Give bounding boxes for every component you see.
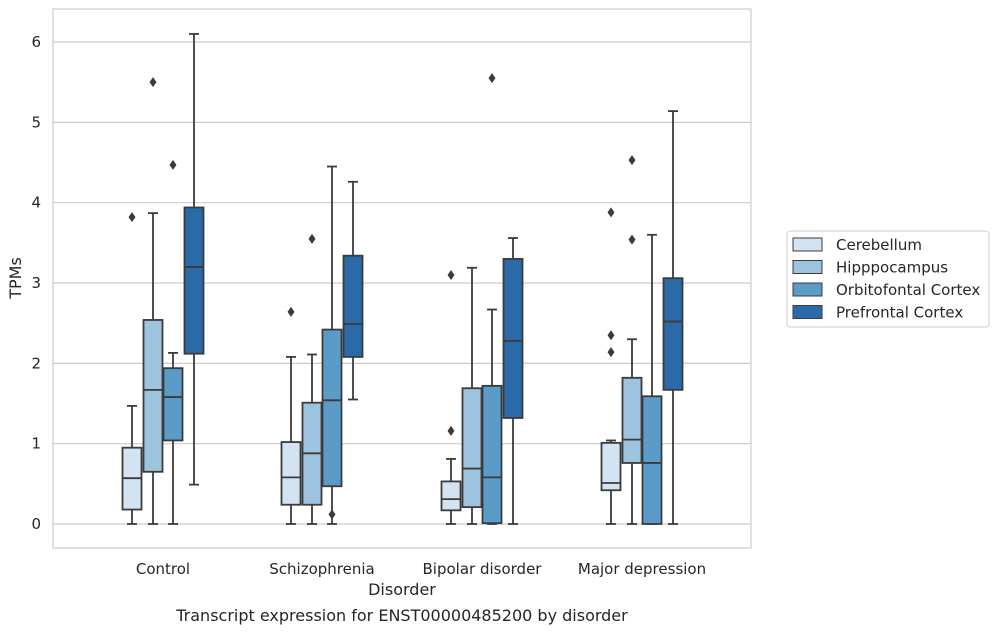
box-2-0 bbox=[162, 159, 184, 525]
x-tick-label: Bipolar disorder bbox=[423, 560, 543, 578]
box-body bbox=[600, 441, 622, 492]
outlier-point bbox=[607, 347, 615, 358]
outlier-point bbox=[308, 233, 316, 244]
outlier-point bbox=[607, 207, 615, 218]
outlier-point bbox=[447, 425, 455, 436]
box-body bbox=[280, 441, 302, 506]
box-3-2 bbox=[502, 237, 524, 525]
x-tick-label: Control bbox=[136, 560, 190, 578]
box-3-1 bbox=[342, 180, 364, 401]
outlier-point bbox=[628, 155, 636, 166]
legend-item: Cerebellum bbox=[792, 236, 922, 254]
outlier-point bbox=[169, 159, 177, 170]
outlier-point bbox=[607, 330, 615, 341]
box-1-2 bbox=[461, 266, 483, 525]
y-tick-label: 1 bbox=[31, 435, 41, 453]
legend: Cerebellum Hipppocampus Orbitofontal Corte… bbox=[786, 230, 990, 328]
y-tick-label: 6 bbox=[31, 33, 41, 51]
x-tick-labels: Control Schizophrenia Bipolar disorder Majo… bbox=[136, 560, 706, 578]
legend-label: Orbitofontal Cortex bbox=[836, 281, 980, 299]
box-1-3 bbox=[621, 155, 643, 525]
box-body bbox=[502, 258, 524, 419]
y-tick-label: 5 bbox=[31, 113, 41, 131]
outlier-point bbox=[488, 73, 496, 84]
legend-swatch bbox=[792, 260, 823, 274]
boxes-layer bbox=[121, 33, 684, 525]
chart-caption: Transcript expression for ENST0000048520… bbox=[175, 606, 628, 625]
outlier-point bbox=[447, 269, 455, 280]
box-body bbox=[662, 277, 684, 391]
box-2-1 bbox=[321, 165, 343, 525]
legend-swatch bbox=[792, 237, 823, 252]
box-body bbox=[142, 319, 164, 473]
legend-label: Prefrontal Cortex bbox=[836, 304, 963, 322]
box-3-0 bbox=[183, 33, 205, 486]
legend-item: Prefrontal Cortex bbox=[792, 304, 963, 322]
y-tick-label: 0 bbox=[31, 515, 41, 533]
box-1-0 bbox=[142, 77, 164, 525]
box-0-2 bbox=[440, 269, 462, 525]
box-2-3 bbox=[641, 233, 663, 525]
x-tick-label: Major depression bbox=[578, 560, 706, 578]
box-1-1 bbox=[301, 233, 323, 525]
box-body bbox=[461, 387, 483, 509]
y-tick-label: 4 bbox=[31, 194, 41, 212]
box-body bbox=[621, 376, 643, 464]
outlier-point bbox=[149, 77, 157, 88]
box-body bbox=[342, 254, 364, 358]
y-tick-label: 2 bbox=[31, 354, 41, 372]
legend-item: Orbitofontal Cortex bbox=[792, 281, 980, 299]
y-tick-label: 3 bbox=[31, 274, 41, 292]
x-axis-label: Disorder bbox=[368, 580, 436, 599]
legend-label: Hipppocampus bbox=[836, 259, 948, 277]
legend-swatch bbox=[792, 282, 823, 297]
legend-item: Hipppocampus bbox=[792, 259, 948, 277]
outlier-point bbox=[628, 234, 636, 245]
box-body bbox=[481, 384, 503, 525]
box-body bbox=[321, 328, 343, 488]
box-body bbox=[183, 206, 205, 355]
box-3-3 bbox=[662, 110, 684, 525]
box-body bbox=[440, 480, 462, 512]
box-body bbox=[641, 395, 663, 525]
box-0-0 bbox=[121, 212, 143, 525]
box-2-2 bbox=[481, 73, 503, 525]
outlier-point bbox=[328, 509, 336, 520]
legend-swatch bbox=[792, 305, 823, 319]
box-body bbox=[162, 367, 184, 442]
outlier-point bbox=[128, 212, 136, 223]
legend-frame bbox=[786, 230, 990, 328]
y-axis-label: TPMs bbox=[6, 257, 25, 300]
outlier-point bbox=[287, 306, 295, 317]
x-tick-label: Schizophrenia bbox=[269, 560, 374, 578]
legend-label: Cerebellum bbox=[836, 236, 922, 254]
box-0-3 bbox=[600, 207, 622, 525]
y-tick-labels: 0 1 2 3 4 5 6 bbox=[31, 33, 41, 533]
box-0-1 bbox=[280, 306, 302, 525]
